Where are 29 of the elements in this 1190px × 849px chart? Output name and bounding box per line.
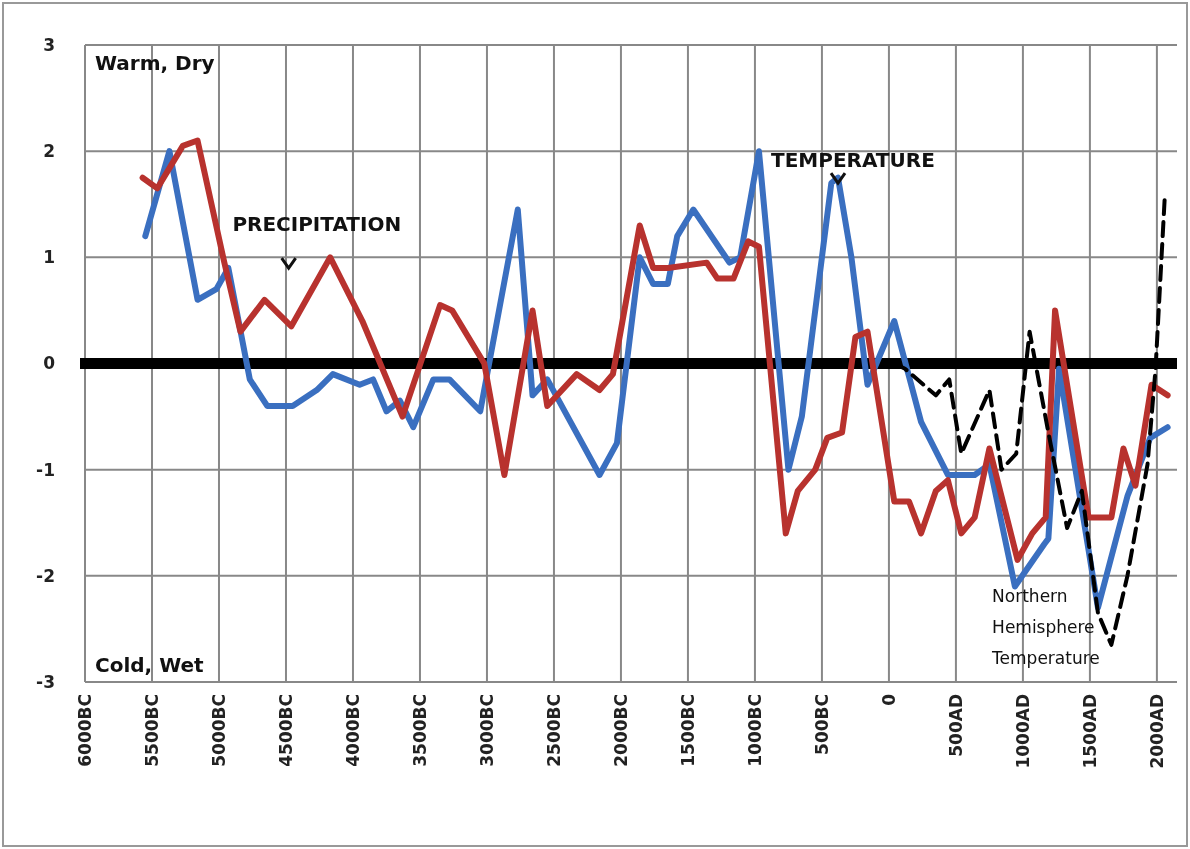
y-tick-label: 3 <box>43 34 55 55</box>
x-tick-label: 6000BC <box>75 694 95 767</box>
annotation: Cold, Wet <box>95 653 205 677</box>
x-tick-label: 2000BC <box>610 694 631 767</box>
x-tick-label: 1000AD <box>1012 694 1033 769</box>
series-label: Northern Hemisphere Temperature <box>991 586 1100 669</box>
x-tick-label: 0 <box>878 693 899 706</box>
x-tick-label: 5500BC <box>141 694 162 767</box>
x-tick-label: 2500BC <box>543 694 564 767</box>
x-tick-label: 1000BC <box>744 694 765 767</box>
x-tick-label: 3000BC <box>476 694 497 767</box>
x-tick-label: 3500BC <box>409 694 430 767</box>
x-tick-label: 4000BC <box>342 694 363 767</box>
x-tick-label: 2000AD <box>1146 694 1167 769</box>
x-tick-label: 500BC <box>811 694 832 755</box>
y-tick-label: 1 <box>43 247 55 268</box>
x-tick-label: 1500AD <box>1079 694 1100 769</box>
series-label: TEMPERATURE <box>771 148 935 173</box>
y-tick-label: -1 <box>36 459 55 480</box>
annotation: Warm, Dry <box>95 51 215 75</box>
y-tick-label: -2 <box>36 565 55 586</box>
series-label: PRECIPITATION <box>232 211 402 236</box>
y-tick-label: -3 <box>36 671 55 692</box>
x-tick-label: 5000BC <box>208 694 229 767</box>
y-tick-label: 0 <box>43 353 56 374</box>
y-tick-label: 2 <box>43 141 55 162</box>
x-tick-label: 1500BC <box>677 694 698 767</box>
x-tick-label: 500AD <box>945 694 966 757</box>
x-tick-label: 4500BC <box>275 694 296 767</box>
